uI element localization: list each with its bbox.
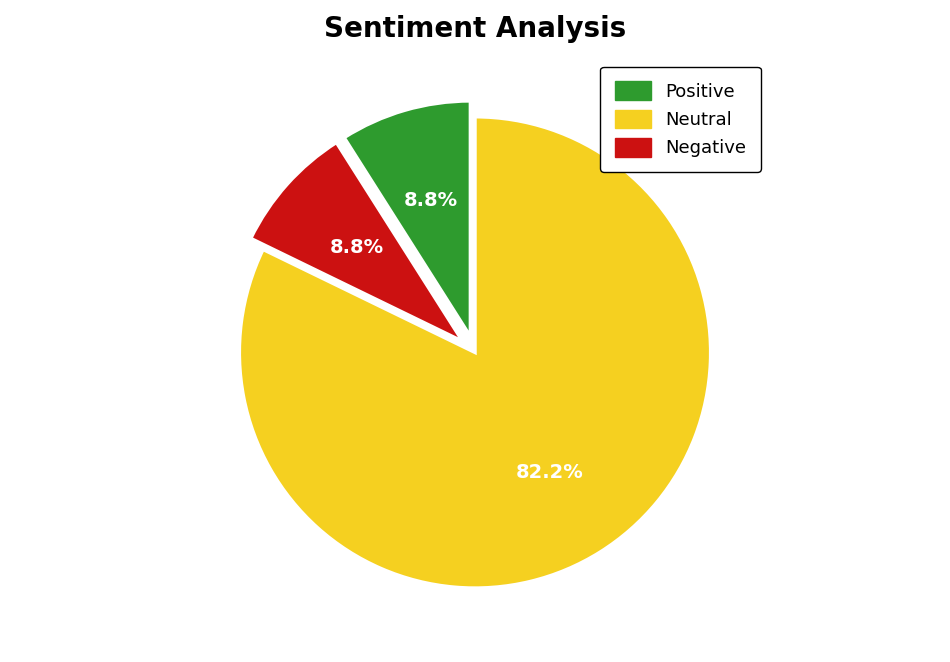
- Title: Sentiment Analysis: Sentiment Analysis: [324, 15, 626, 43]
- Text: 8.8%: 8.8%: [331, 238, 385, 257]
- Text: 8.8%: 8.8%: [404, 191, 458, 211]
- Wedge shape: [251, 142, 463, 342]
- Text: 82.2%: 82.2%: [516, 463, 584, 482]
- Legend: Positive, Neutral, Negative: Positive, Neutral, Negative: [600, 67, 761, 172]
- Wedge shape: [239, 117, 711, 588]
- Wedge shape: [344, 101, 470, 336]
